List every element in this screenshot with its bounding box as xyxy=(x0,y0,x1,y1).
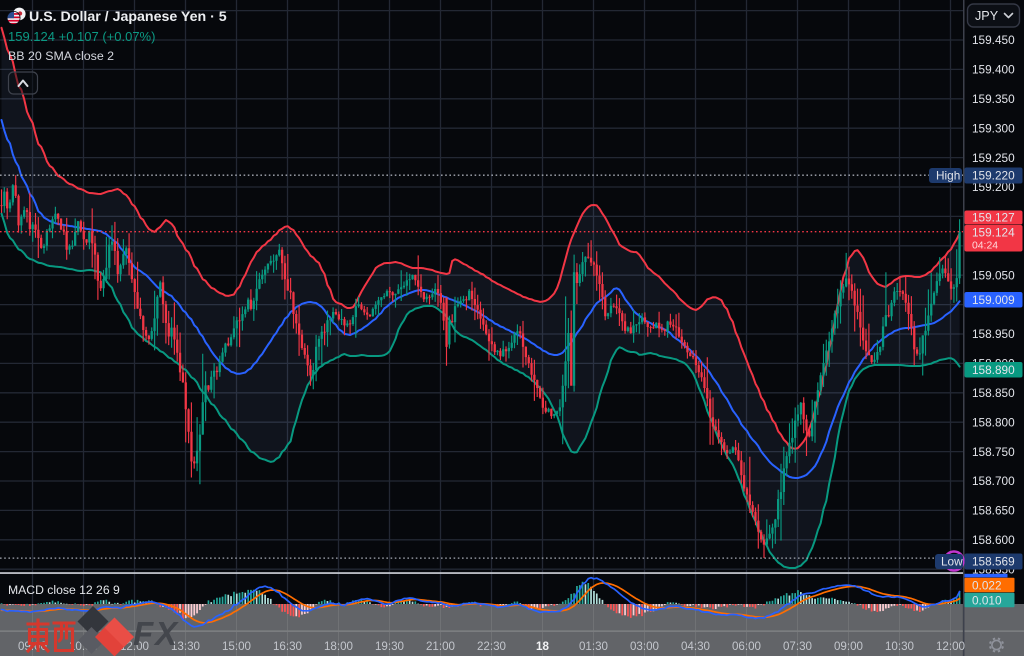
svg-text:10:30: 10:30 xyxy=(885,640,914,653)
svg-text:04:24: 04:24 xyxy=(972,241,998,252)
svg-text:159.200: 159.200 xyxy=(972,180,1015,194)
svg-text:158.700: 158.700 xyxy=(972,474,1015,488)
svg-text:BB 20 SMA close 2: BB 20 SMA close 2 xyxy=(8,49,114,63)
svg-text:01:30: 01:30 xyxy=(579,640,608,653)
svg-text:21:00: 21:00 xyxy=(426,640,455,653)
svg-text:18:00: 18:00 xyxy=(324,640,353,653)
svg-text:159.009: 159.009 xyxy=(972,293,1015,307)
svg-text:22:30: 22:30 xyxy=(477,640,506,653)
svg-text:159.250: 159.250 xyxy=(972,151,1015,165)
svg-text:159.124: 159.124 xyxy=(972,226,1015,240)
svg-text:158.800: 158.800 xyxy=(972,415,1015,429)
svg-text:Low: Low xyxy=(941,555,963,569)
svg-text:07:30: 07:30 xyxy=(783,640,812,653)
svg-text:U.S. Dollar / Japanese Yen · 5: U.S. Dollar / Japanese Yen · 5 xyxy=(29,9,227,25)
svg-text:158.650: 158.650 xyxy=(972,504,1015,518)
svg-text:19:30: 19:30 xyxy=(375,640,404,653)
svg-text:06:00: 06:00 xyxy=(732,640,761,653)
svg-text:159.124 +0.107 (+0.07%): 159.124 +0.107 (+0.07%) xyxy=(8,29,155,44)
svg-text:High: High xyxy=(936,169,960,183)
svg-text:159.300: 159.300 xyxy=(972,121,1015,135)
svg-text:09:00: 09:00 xyxy=(834,640,863,653)
svg-text:18: 18 xyxy=(536,640,549,653)
svg-text:158.850: 158.850 xyxy=(972,386,1015,400)
svg-text:158.569: 158.569 xyxy=(972,555,1015,569)
svg-text:FX: FX xyxy=(133,615,179,652)
svg-text:0.022: 0.022 xyxy=(972,578,1002,592)
svg-text:03:00: 03:00 xyxy=(630,640,659,653)
svg-text:159.127: 159.127 xyxy=(972,211,1015,225)
svg-text:159.400: 159.400 xyxy=(972,63,1015,77)
svg-text:15:00: 15:00 xyxy=(222,640,251,653)
svg-text:159.350: 159.350 xyxy=(972,92,1015,106)
svg-text:159.050: 159.050 xyxy=(972,268,1015,282)
svg-text:16:30: 16:30 xyxy=(273,640,302,653)
svg-text:159.220: 159.220 xyxy=(972,169,1015,183)
svg-text:158.890: 158.890 xyxy=(972,363,1015,377)
svg-text:158.950: 158.950 xyxy=(972,327,1015,341)
svg-text:158.600: 158.600 xyxy=(972,533,1015,547)
svg-text:159.450: 159.450 xyxy=(972,33,1015,47)
svg-text:13:30: 13:30 xyxy=(171,640,200,653)
svg-text:04:30: 04:30 xyxy=(681,640,710,653)
svg-text:MACD close 12 26 9: MACD close 12 26 9 xyxy=(8,583,120,597)
svg-text:158.750: 158.750 xyxy=(972,445,1015,459)
svg-text:0.010: 0.010 xyxy=(972,593,1002,607)
svg-text:12:00: 12:00 xyxy=(936,640,965,653)
svg-text:JPY: JPY xyxy=(975,9,999,23)
